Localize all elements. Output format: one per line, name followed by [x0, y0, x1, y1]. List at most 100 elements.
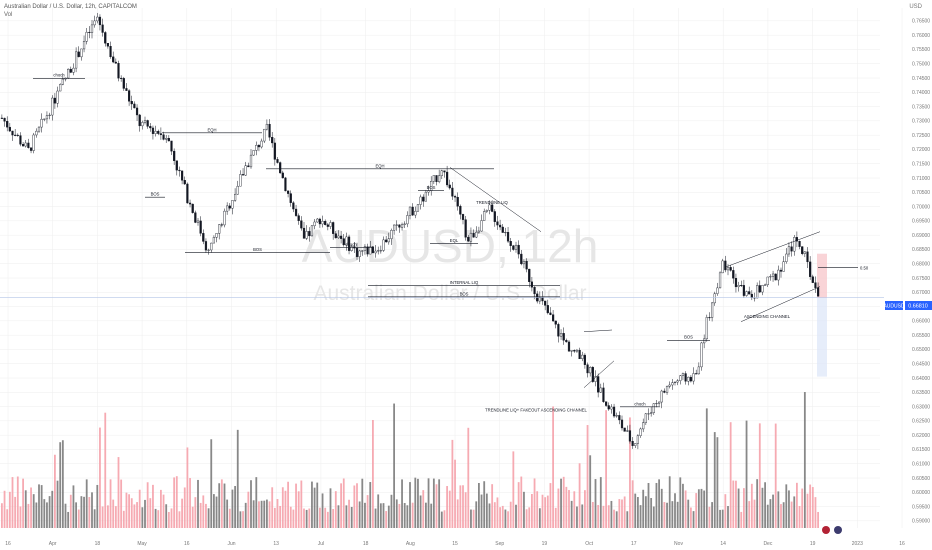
volume-bar: [30, 487, 32, 528]
volume-bar: [377, 494, 380, 528]
candle-body: [745, 291, 748, 296]
candle-body: [289, 193, 292, 203]
price-tick-label: 0.68000: [912, 262, 930, 268]
candle-body: [411, 206, 414, 216]
volume-bar: [326, 511, 329, 528]
volume-bar: [191, 506, 194, 528]
volume-bar: [117, 457, 120, 528]
volume-bar: [409, 482, 411, 528]
price-tick-label: 0.65500: [912, 333, 930, 339]
candle-body: [257, 144, 261, 148]
volume-bar: [621, 499, 623, 528]
candle-body: [390, 230, 393, 239]
volume-bar: [796, 482, 798, 528]
candle-body: [562, 333, 565, 341]
volume-bar: [300, 480, 303, 528]
volume-bar: [411, 502, 414, 528]
candle-body: [263, 128, 266, 142]
volume-bar: [591, 501, 594, 528]
candle-body: [541, 296, 544, 302]
candle-body: [472, 232, 475, 238]
volume-bar: [581, 504, 584, 528]
volume-bar: [727, 506, 729, 528]
candle-body: [16, 134, 19, 136]
volume-bar: [205, 503, 207, 528]
price-tick-label: 0.72000: [912, 147, 930, 153]
volume-bar: [493, 502, 496, 528]
candle-body: [578, 349, 581, 360]
candle-body: [520, 253, 523, 265]
volume-bar: [345, 505, 348, 528]
volume-bar: [817, 511, 819, 528]
volume-bar: [358, 501, 361, 528]
price-tick-label: 0.76500: [912, 19, 930, 25]
candle-body: [146, 120, 149, 127]
candle-body: [623, 427, 626, 432]
candle-body: [599, 387, 602, 393]
volume-bar: [266, 499, 268, 528]
volume-bar: [607, 505, 610, 528]
volume-bar: [350, 506, 353, 528]
candle-body: [74, 51, 78, 69]
price-tick-label: 0.70500: [912, 190, 930, 196]
volume-bar: [194, 497, 197, 528]
time-tick-label: 19: [542, 541, 548, 547]
volume-bar: [631, 480, 634, 528]
candle-body: [673, 381, 677, 383]
candle-body: [51, 97, 54, 116]
volume-bar: [287, 481, 289, 528]
candle-body: [586, 364, 589, 374]
volume-bar: [560, 478, 562, 528]
candle-body: [143, 120, 147, 123]
price-axis[interactable]: 0.76500 0.76000 0.75500 0.75000 0.74500 0.740…: [912, 19, 930, 525]
candle-body: [318, 218, 321, 225]
time-axis[interactable]: 16 Apr 18 May 16 Jun 13 Jul 18 Aug 15 Sep 19 Oct 17 Nov…: [5, 541, 905, 547]
candle-body: [138, 114, 141, 127]
volume-bar: [687, 499, 690, 528]
candle-body: [347, 236, 351, 251]
candle-body: [122, 78, 125, 89]
candle-body: [133, 103, 136, 109]
candle-body: [665, 386, 669, 393]
volume-bar: [385, 511, 388, 528]
volume-bar: [803, 392, 806, 528]
candle-body: [628, 430, 632, 442]
volume-bar: [329, 488, 332, 528]
volume-bar: [512, 451, 515, 528]
volume-bar: [236, 429, 239, 528]
candle-body: [284, 177, 287, 192]
volume-bar: [774, 423, 777, 528]
price-tick-label: 0.66000: [912, 319, 930, 325]
candle-body: [597, 376, 600, 393]
volume-bar: [133, 504, 136, 528]
candle-body: [377, 250, 380, 252]
price-tick-label: 0.70000: [912, 204, 930, 210]
volume-bar: [157, 510, 160, 528]
volume-label: Vol: [4, 12, 13, 18]
volume-bar: [361, 478, 364, 528]
volume-bar: [51, 490, 54, 528]
volume-bar: [546, 495, 549, 528]
candle-body: [512, 245, 515, 250]
candle-body: [371, 246, 374, 254]
volume-bar: [766, 504, 769, 528]
candle-body: [451, 187, 454, 197]
candle-body: [496, 221, 499, 226]
candle-body: [112, 56, 115, 63]
candle-body: [37, 126, 41, 132]
candle-body: [40, 118, 43, 128]
candle-body: [358, 250, 361, 257]
candle-body: [98, 16, 102, 26]
candle-body: [658, 401, 661, 404]
price-tick-label: 0.74500: [912, 76, 930, 82]
candle-body: [809, 261, 812, 277]
volume-bar: [138, 489, 141, 528]
candle-body: [695, 373, 698, 375]
candle-body: [798, 241, 801, 247]
candle-body: [469, 232, 473, 242]
candle-body: [194, 212, 197, 223]
volume-bar: [417, 478, 419, 528]
price-tick-label: 0.71000: [912, 176, 930, 182]
candle-body: [605, 401, 608, 406]
